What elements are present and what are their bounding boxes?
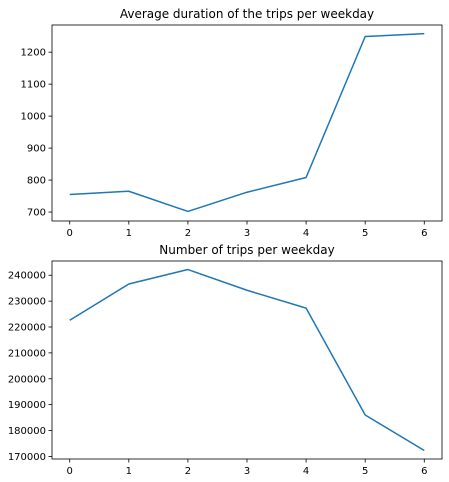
x-tick-label: 0 bbox=[67, 466, 73, 477]
y-tick-label: 190000 bbox=[8, 400, 46, 411]
x-tick-label: 5 bbox=[362, 466, 368, 477]
duration-chart: Average duration of the trips per weekda… bbox=[21, 7, 443, 239]
x-tick-label: 6 bbox=[421, 228, 427, 239]
series-line bbox=[69, 32, 425, 213]
y-tick-label: 220000 bbox=[8, 323, 46, 334]
x-tick-label: 2 bbox=[185, 466, 191, 477]
y-tick-label: 230000 bbox=[8, 297, 46, 308]
series-line bbox=[69, 268, 425, 452]
x-tick-label: 1 bbox=[126, 228, 132, 239]
y-tick-label: 900 bbox=[27, 144, 46, 155]
y-tick-label: 180000 bbox=[8, 426, 46, 437]
trips-count-chart: Number of trips per weekday 0 1 2 3 4 5 6 17000… bbox=[8, 243, 443, 477]
y-tick-label: 210000 bbox=[8, 348, 46, 359]
chart-title: Number of trips per weekday bbox=[159, 243, 334, 257]
x-tick-label: 3 bbox=[244, 228, 250, 239]
x-tick-label: 4 bbox=[303, 228, 309, 239]
x-tick-label: 4 bbox=[303, 466, 309, 477]
x-tick-label: 2 bbox=[185, 228, 191, 239]
chart-title: Average duration of the trips per weekda… bbox=[120, 7, 374, 21]
x-tick-label: 5 bbox=[362, 228, 368, 239]
y-tick-label: 1200 bbox=[21, 48, 46, 59]
y-tick-label: 240000 bbox=[8, 271, 46, 282]
x-tick-label: 1 bbox=[126, 466, 132, 477]
y-tick-label: 200000 bbox=[8, 374, 46, 385]
y-tick-label: 700 bbox=[27, 208, 46, 219]
y-tick-label: 1100 bbox=[21, 80, 46, 91]
x-tick-label: 6 bbox=[421, 466, 427, 477]
x-tick-label: 3 bbox=[244, 466, 250, 477]
y-tick-label: 800 bbox=[27, 176, 46, 187]
y-tick-label: 170000 bbox=[8, 452, 46, 463]
x-tick-label: 0 bbox=[67, 228, 73, 239]
y-tick-label: 1000 bbox=[21, 112, 46, 123]
